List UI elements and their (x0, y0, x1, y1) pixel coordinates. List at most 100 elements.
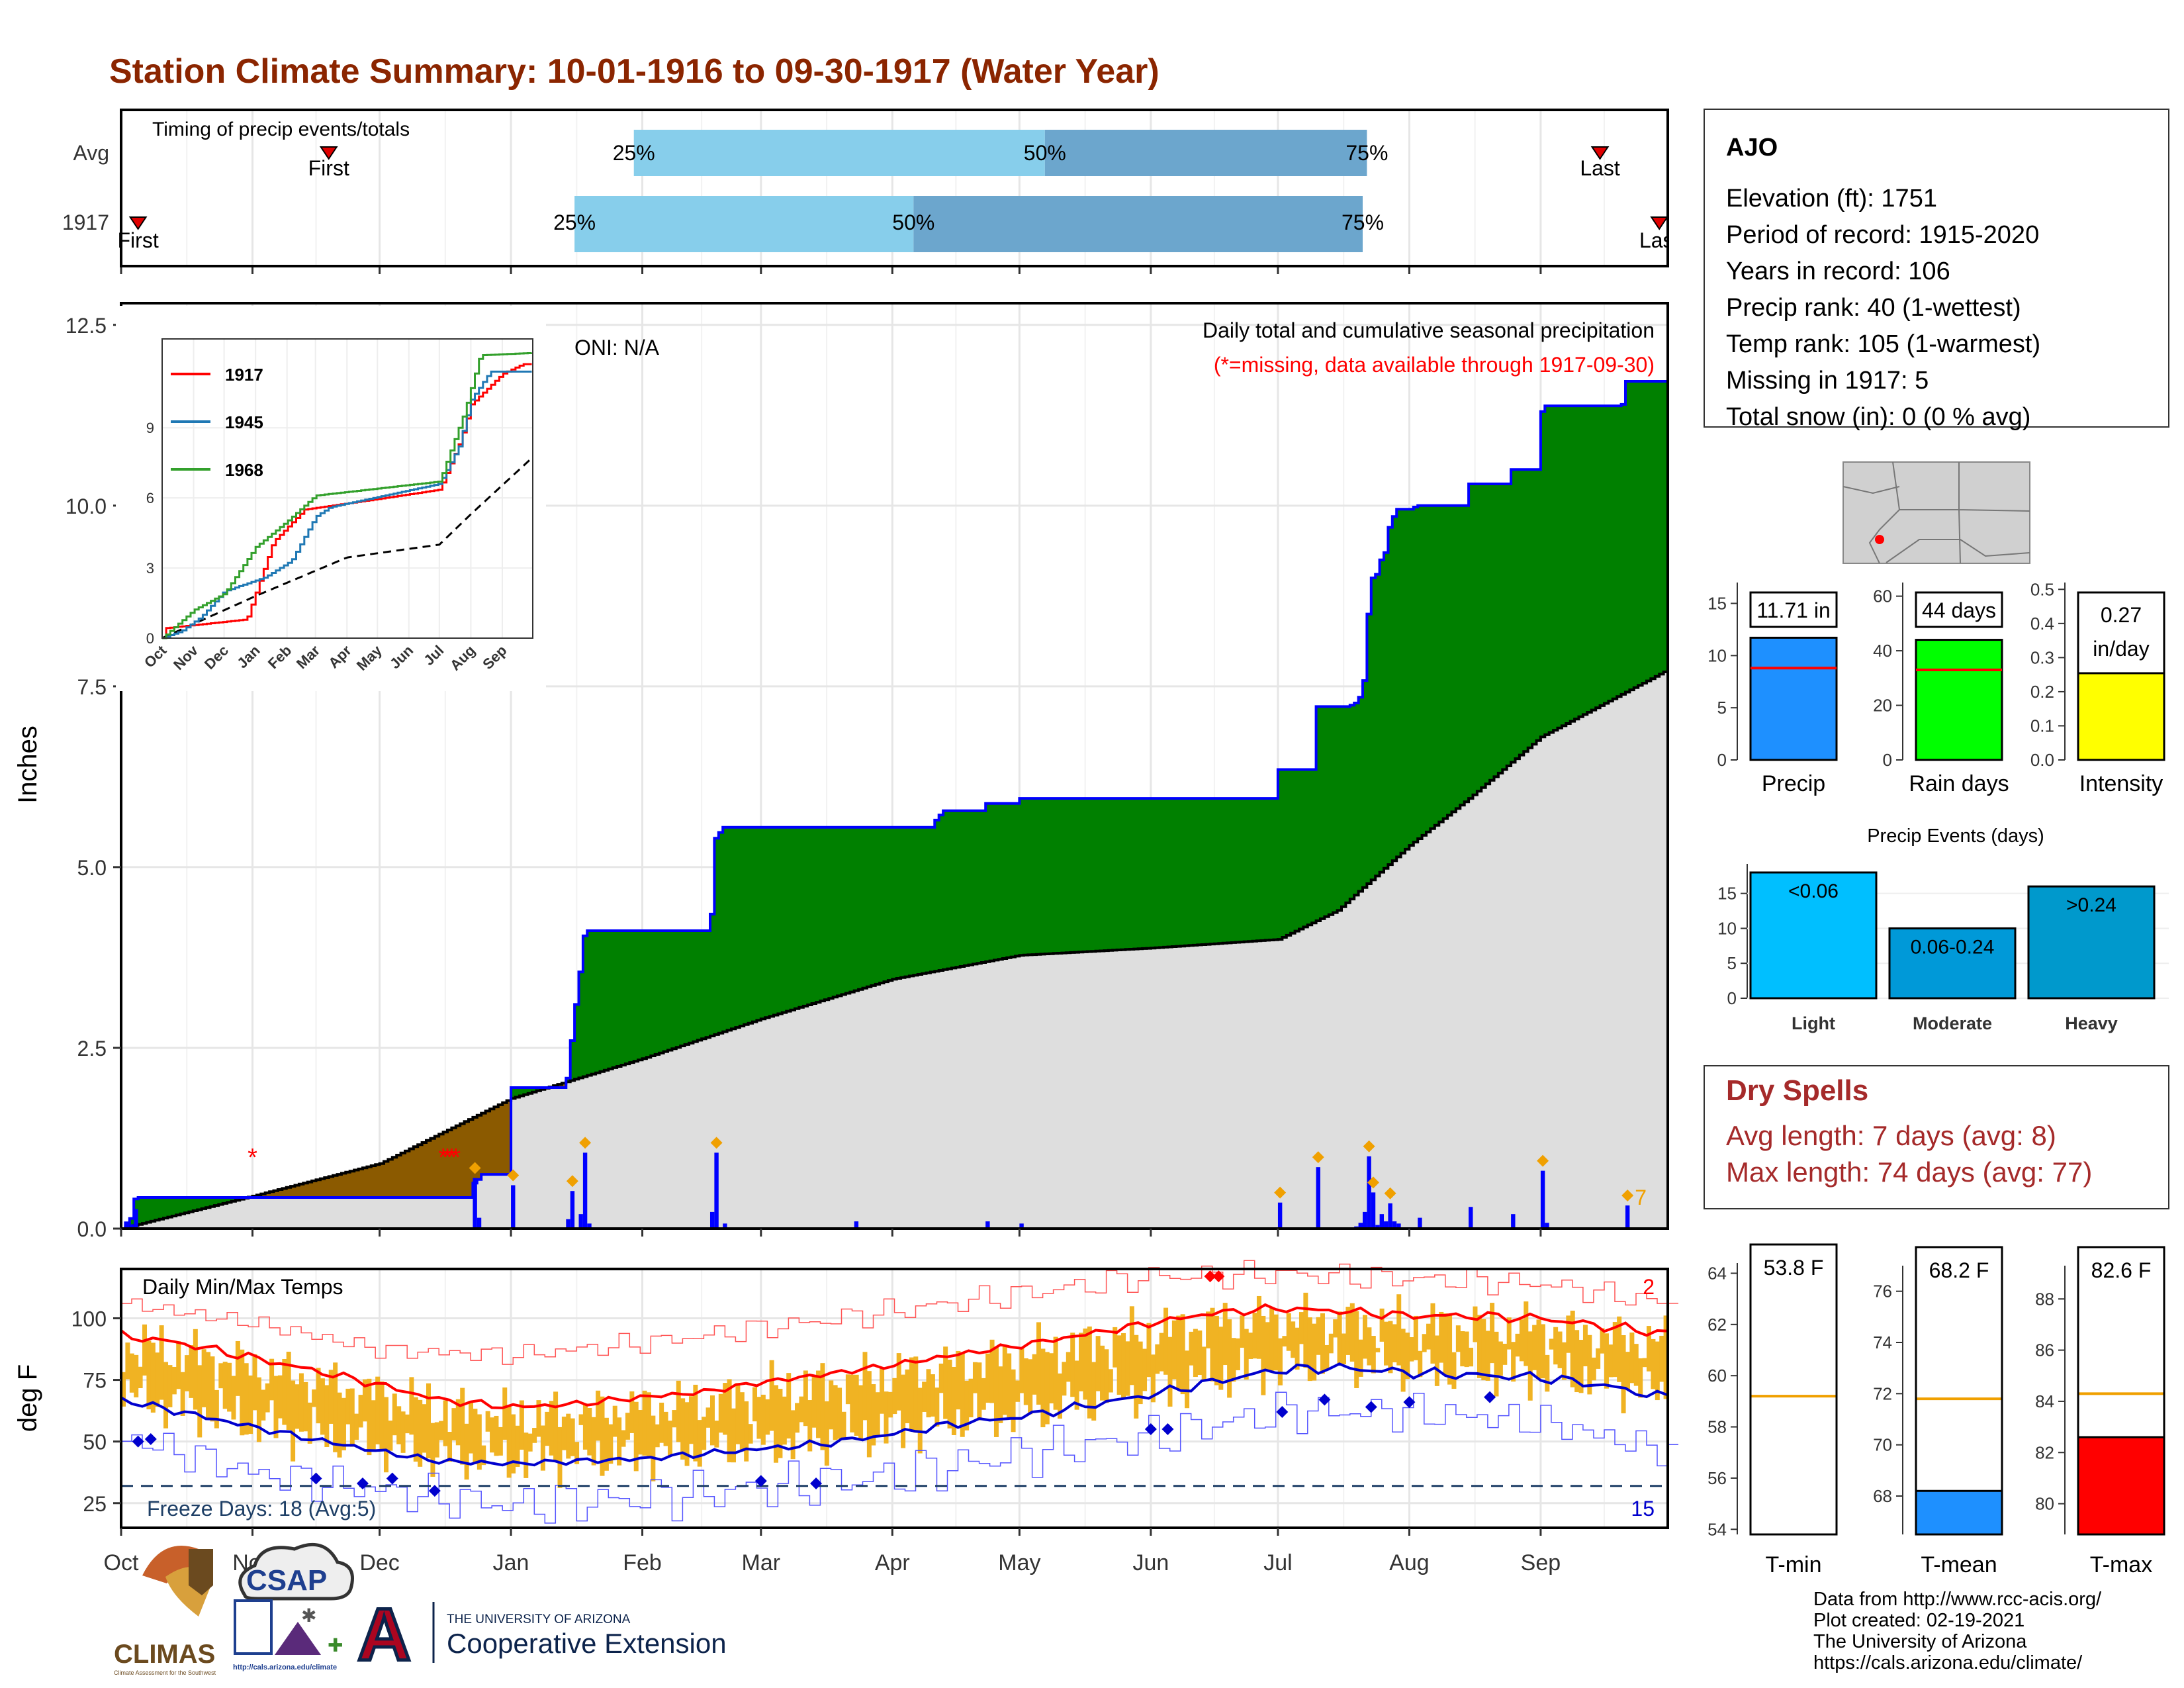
intensity-stat-tick-label: 0.0 (2030, 750, 2054, 770)
daily-precip-bar (1367, 1156, 1371, 1229)
daily-temp-range-bar (333, 1362, 338, 1452)
csap-url: http://cals.arizona.edu/climate (233, 1664, 337, 1671)
events-tick-label: 5 (1727, 953, 1737, 973)
daily-temp-range-bar (570, 1418, 575, 1456)
daily-temp-range-bar (718, 1393, 723, 1433)
daily-temp-range-bar (1328, 1333, 1334, 1354)
daily-precip-bar (1625, 1205, 1630, 1229)
daily-temp-range-bar (1108, 1369, 1113, 1393)
daily-temp-range-bar (845, 1374, 850, 1405)
daily-temp-range-bar (1180, 1314, 1185, 1395)
daily-temp-range-bar (1227, 1319, 1232, 1398)
y-tick-label: 2.5 (77, 1037, 107, 1060)
daily-temp-range-bar (485, 1411, 490, 1432)
daily-temp-range-bar (396, 1406, 402, 1444)
daily-temp-range-bar (688, 1396, 694, 1444)
daily-temp-range-bar (1540, 1324, 1545, 1379)
temp-count-bottom: 15 (1631, 1497, 1655, 1521)
daily-temp-range-bar (358, 1395, 363, 1428)
daily-temp-range-bar (1439, 1311, 1444, 1363)
daily-temp-range-bar (786, 1373, 792, 1439)
daily-temp-range-bar (884, 1391, 889, 1444)
daily-temp-range-bar (1469, 1347, 1474, 1367)
stat-boxes: 0 5 10 15 11.71 in Precip 0 20 40 60 44 days Rain d… (1707, 579, 2165, 796)
daily-temp-range-bar (1532, 1325, 1537, 1370)
precip-panel-title: Daily total and cumulative seasonal prec… (1203, 318, 1655, 342)
events-bar-moderate (1888, 927, 2017, 1000)
daily-temp-range-bar (1651, 1338, 1656, 1389)
daily-temp-range-bar (850, 1374, 855, 1432)
daily-temp-range-bar (1155, 1344, 1160, 1374)
csap-snow-icon: ✱ (301, 1605, 316, 1626)
timing-bar-second-half (913, 196, 1363, 252)
temp-record-diamonds (132, 1270, 1496, 1497)
tmin-stat-tick-label: 62 (1707, 1315, 1727, 1335)
timing-1917-last-label: Last (1639, 228, 1680, 252)
inset-y-tick-label: 9 (146, 420, 154, 436)
missing-day-marker: * (438, 1144, 448, 1172)
daily-temp-range-bar (532, 1428, 537, 1443)
daily-temp-range-bar (418, 1399, 423, 1467)
precip-stat-label: Precip (1762, 771, 1825, 796)
timing-bars (120, 130, 1542, 274)
station-line-2: Years in record: 106 (1726, 258, 1950, 285)
daily-temp-range-bar (858, 1385, 864, 1441)
daily-temp-range-bar (1536, 1319, 1541, 1379)
daily-temp-range-bar (866, 1371, 872, 1458)
daily-precip-bar (1358, 1223, 1363, 1229)
record-low-marker (1318, 1393, 1331, 1406)
daily-temp-range-bar (663, 1411, 668, 1446)
daily-temp-range-bar (244, 1363, 249, 1435)
record-high-marker (1204, 1270, 1216, 1283)
daily-temp-range-bar (1002, 1344, 1007, 1415)
timing-panel: Timing of precip events/totals Avg 1917 … (62, 109, 1680, 274)
record-low-marker (754, 1475, 767, 1487)
daily-temp-range-bar (943, 1346, 948, 1419)
y-tick-label: 75 (83, 1369, 107, 1393)
precip-missing-markers: * **** (248, 1144, 461, 1172)
daily-temp-range-bar (561, 1417, 567, 1450)
station-location-dot (1875, 535, 1884, 544)
heavy-day-marker (1384, 1187, 1396, 1199)
daily-temp-range-bar (553, 1391, 559, 1462)
station-name: AJO (1726, 134, 1778, 162)
daily-temp-range-bar (282, 1358, 287, 1425)
daily-temp-range-bar (307, 1402, 312, 1444)
daily-temp-range-bar (1261, 1315, 1266, 1395)
daily-temp-range-bar (1430, 1303, 1435, 1364)
daily-temp-range-bar (1058, 1373, 1063, 1419)
daily-temp-range-bar (1116, 1335, 1122, 1395)
daily-temp-range-bar (1040, 1348, 1046, 1428)
daily-temp-range-bar (930, 1374, 935, 1417)
daily-temp-range-bar (413, 1397, 418, 1462)
daily-temp-range-bar (833, 1385, 838, 1440)
daily-temp-range-bar (1218, 1327, 1224, 1390)
daily-temp-range-bar (1074, 1360, 1079, 1410)
precip-stat-tick-label: 15 (1707, 594, 1727, 614)
daily-temp-range-bar (1176, 1315, 1181, 1390)
daily-temp-range-bar (735, 1383, 741, 1444)
events-bar-light (1749, 871, 1878, 1000)
raindays-stat-tick-label: 60 (1873, 586, 1892, 606)
daily-temp-range-bar (1193, 1329, 1198, 1378)
daily-temp-range-bar (1384, 1321, 1389, 1366)
raindays-stat-value: 44 days (1922, 598, 1996, 622)
daily-temp-range-bar (765, 1399, 770, 1435)
daily-temp-range-bar (197, 1365, 203, 1438)
daily-temp-range-bar (1455, 1325, 1461, 1352)
raindays-stat-tick-label: 20 (1873, 696, 1892, 716)
tmax-stat-tick-label: 82 (2035, 1442, 2054, 1462)
daily-temp-range-bar (367, 1378, 372, 1456)
intensity-stat-value-line-2: in/day (2093, 637, 2149, 661)
footer-credits: Data from http://www.rcc-acis.org/ Plot … (1813, 1589, 2102, 1673)
month-label: Jun (1132, 1550, 1169, 1575)
daily-temp-range-bar (880, 1368, 885, 1414)
daily-temp-range-bar (1349, 1303, 1355, 1362)
record-low-marker (428, 1485, 441, 1497)
timing-avg-p75-label: 75% (1345, 141, 1388, 165)
daily-precip-bar (1019, 1223, 1024, 1229)
daily-temp-range-bar (1629, 1333, 1635, 1383)
record-low-marker (356, 1477, 369, 1489)
daily-precip-bar (723, 1223, 727, 1229)
timing-row-avg-label: Avg (73, 141, 109, 165)
